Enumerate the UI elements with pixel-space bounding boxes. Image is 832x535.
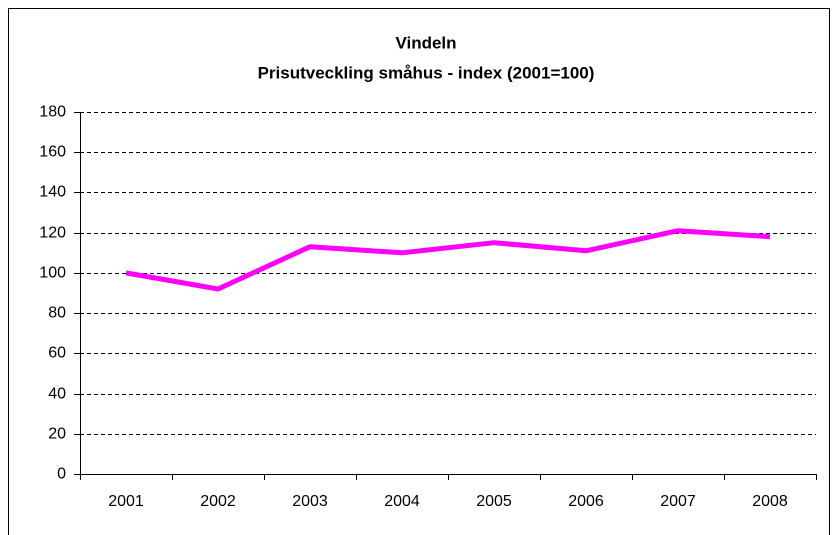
y-tick-label: 140	[39, 184, 66, 201]
chart-border	[8, 8, 830, 535]
x-tick-label: 2002	[200, 493, 236, 510]
x-tick-label: 2008	[752, 493, 788, 510]
y-tick-label: 60	[48, 345, 66, 362]
y-tick-label: 80	[48, 305, 66, 322]
x-tick-label: 2007	[660, 493, 696, 510]
y-tick-label: 20	[48, 426, 66, 443]
y-tick-label: 180	[39, 104, 66, 121]
x-tick-label: 2004	[384, 493, 420, 510]
data-line	[125, 228, 771, 292]
chart-subtitle: Prisutveckling småhus - index (2001=100)	[258, 63, 595, 82]
x-tick-label: 2001	[108, 493, 144, 510]
x-tick-label: 2003	[292, 493, 328, 510]
y-tick-label: 100	[39, 265, 66, 282]
y-tick-label: 0	[57, 466, 66, 483]
x-tick-label: 2006	[568, 493, 604, 510]
x-tick-label: 2005	[476, 493, 512, 510]
y-tick-label: 160	[39, 144, 66, 161]
chart-title: Vindeln	[395, 33, 456, 52]
y-tick-label: 120	[39, 225, 66, 242]
y-tick-label: 40	[48, 386, 66, 403]
